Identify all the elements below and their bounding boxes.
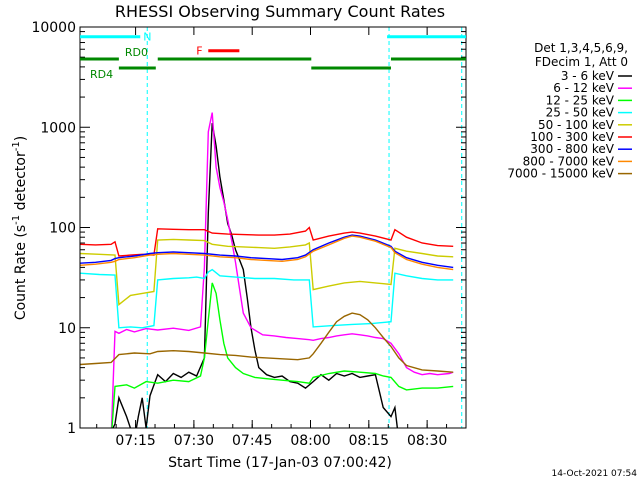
series-line-1 — [110, 112, 454, 428]
legend: Det 1,3,4,5,6,9, FDecim 1, Att 0 3 - 6 k… — [507, 41, 632, 181]
x-tick-label: 08:15 — [349, 433, 389, 449]
legend-entry-label-6: 300 - 800 keV — [530, 142, 614, 156]
legend-entry-label-1: 6 - 12 keV — [553, 81, 615, 95]
series-line-7 — [80, 235, 454, 271]
plot-area — [80, 27, 463, 428]
x-axis-label: Start Time (17-Jan-03 07:00:42) — [168, 455, 392, 471]
legend-entry-label-5: 100 - 300 keV — [530, 130, 614, 144]
flag-label-f: F — [196, 45, 202, 58]
y-axis-label-start: Count Rate (s — [13, 225, 29, 320]
y-axis-label-end: ) — [13, 136, 29, 141]
chart-title: RHESSI Observing Summary Count Rates — [115, 2, 445, 21]
x-axis: 07:15 07:30 07:45 08:00 08:15 08:30 — [96, 27, 447, 449]
series-line-6 — [80, 234, 454, 269]
y-axis-label-exp1: -1 — [11, 215, 22, 225]
flag-label-rd0: RD0 — [125, 46, 148, 59]
x-tick-label: 08:00 — [290, 433, 330, 449]
y-tick-label: 10 — [58, 321, 76, 337]
legend-entry-label-8: 7000 - 15000 keV — [507, 167, 614, 181]
y-tick-label: 1 — [67, 421, 76, 437]
x-tick-label: 07:15 — [115, 433, 155, 449]
y-axis: 1 10 100 1000 10000 — [31, 20, 466, 437]
y-tick-label: 10000 — [31, 20, 76, 36]
y-tick-label: 100 — [49, 221, 76, 237]
series-line-8 — [80, 312, 454, 373]
x-tick-label: 08:30 — [407, 433, 447, 449]
y-tick-label: 1000 — [40, 120, 76, 136]
legend-entry-label-3: 25 - 50 keV — [546, 106, 615, 120]
y-axis-label: Count Rate (s-1 detector-1) — [11, 136, 29, 320]
flag-label-n: N — [143, 31, 151, 44]
legend-entry-label-4: 50 - 100 keV — [538, 118, 615, 132]
legend-entry-label-0: 3 - 6 keV — [561, 69, 615, 83]
legend-entry-label-2: 12 - 25 keV — [546, 93, 615, 107]
series-line-2 — [111, 282, 454, 428]
legend-header-line-1: Det 1,3,4,5,6,9, — [534, 41, 628, 55]
legend-entry-label-7: 800 - 7000 keV — [523, 154, 615, 168]
series-line-4 — [80, 238, 454, 306]
x-tick-label: 07:30 — [174, 433, 214, 449]
x-tick-label: 07:45 — [232, 433, 272, 449]
legend-header-line-2: FDecim 1, Att 0 — [535, 55, 628, 69]
footer-timestamp: 14-Oct-2021 07:54 — [552, 469, 638, 479]
y-axis-label-mid: detector — [13, 151, 29, 215]
y-axis-label-exp2: -1 — [11, 141, 22, 151]
series-line-3 — [80, 268, 454, 329]
flag-label-rd4: RD4 — [90, 68, 113, 81]
series-line-0 — [112, 122, 399, 428]
series-line-5 — [80, 226, 454, 257]
